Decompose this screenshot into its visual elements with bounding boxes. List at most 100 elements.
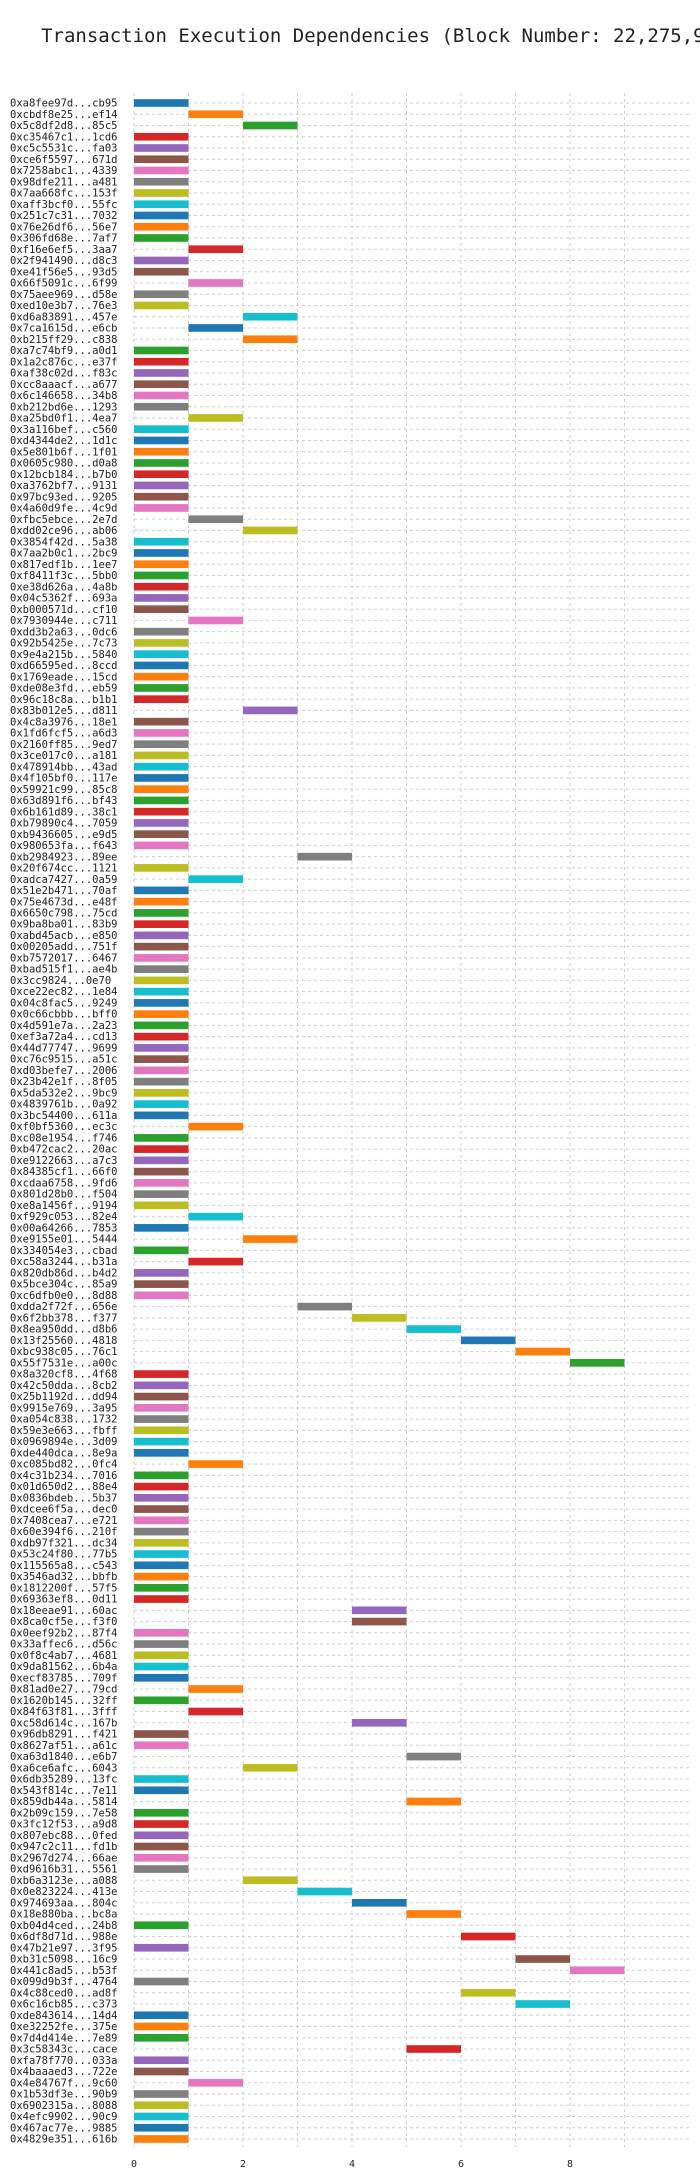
transaction-bar — [243, 335, 298, 344]
transaction-bar — [243, 1876, 298, 1885]
transaction-bar — [134, 1696, 189, 1705]
y-tick-labels: 0xa8fee97d...cb950xcbdf8e25...ef140x5c8d… — [10, 98, 117, 2146]
tx-hash-label: 0xf16e6ef5...3aa7 — [10, 244, 117, 256]
transaction-bar — [352, 1718, 407, 1727]
tx-hash-label: 0xe32252fe...375e — [10, 2021, 117, 2033]
tx-hash-label: 0xde440dca...8e9a — [10, 1447, 117, 1459]
tx-hash-label: 0x84f63f81...3fff — [10, 1706, 117, 1718]
tx-hash-label: 0xfbc5ebce...2e7d — [10, 514, 117, 526]
transaction-bar — [134, 1066, 189, 1075]
transaction-bar — [134, 1055, 189, 1063]
gridlines — [133, 93, 690, 2147]
transaction-bar — [134, 234, 189, 242]
transaction-bar — [515, 2000, 570, 2008]
tx-hash-label: 0x33affec6...d56c — [10, 1639, 117, 1651]
transaction-bar — [134, 582, 189, 591]
tx-hash-label: 0x4839761b...0a92 — [10, 1099, 117, 1111]
tx-hash-label: 0x947c2c11...fd1b — [10, 1841, 117, 1853]
tx-hash-label: 0xce22ec82...1e84 — [10, 986, 117, 998]
transaction-bar — [134, 369, 189, 377]
tx-hash-label: 0xdda2f72f...656e — [10, 1301, 117, 1313]
tx-hash-label: 0x801d28b0...f504 — [10, 1189, 117, 1201]
transaction-bar — [134, 1775, 189, 1783]
tx-hash-label: 0xfa78f770...033a — [10, 2055, 117, 2067]
tx-hash-label: 0xed10e3b7...76e3 — [10, 300, 117, 312]
transaction-bar — [134, 931, 189, 940]
transaction-bar — [352, 1314, 407, 1322]
transaction-bar — [134, 954, 189, 962]
transaction-bar — [134, 999, 189, 1007]
transaction-bar — [243, 1763, 298, 1772]
transaction-bar — [134, 1032, 189, 1041]
transaction-bar — [188, 1122, 243, 1131]
transaction-bar — [134, 1853, 189, 1862]
transaction-bar — [134, 672, 189, 681]
transaction-bar — [134, 2067, 189, 2076]
transaction-bar — [134, 425, 189, 434]
transaction-bar — [134, 1583, 189, 1592]
tx-hash-label: 0x3c58343c...cace — [10, 2044, 117, 2056]
tx-hash-label: 0xdcee6f5a...dec0 — [10, 1504, 117, 1516]
transaction-bar — [134, 166, 189, 175]
tx-hash-label: 0xa63d1840...e6b7 — [10, 1751, 117, 1763]
tx-hash-label: 0x441c8ad5...b53f — [10, 1965, 117, 1977]
tx-hash-label: 0xa3762bf7...9131 — [10, 480, 117, 492]
tx-hash-label: 0x01d650d2...88e4 — [10, 1481, 117, 1493]
tx-hash-label: 0xb9436605...e9d5 — [10, 829, 117, 841]
tx-hash-label: 0x543f814c...7e11 — [10, 1785, 117, 1797]
transaction-bar — [134, 886, 189, 895]
transaction-bar — [134, 1505, 189, 1513]
transaction-bar — [134, 346, 189, 355]
tx-hash-label: 0x12bcb184...b7b0 — [10, 469, 117, 481]
tx-hash-label: 0x20f674cc...1121 — [10, 863, 117, 875]
transaction-bar — [134, 1291, 189, 1300]
tx-hash-label: 0xb215ff29...c838 — [10, 334, 117, 346]
tx-hash-label: 0x7408cea7...e721 — [10, 1515, 117, 1527]
transaction-bar — [134, 1437, 189, 1446]
transaction-bar — [134, 717, 189, 726]
transaction-bar — [134, 1269, 189, 1277]
transaction-bar — [134, 1741, 189, 1750]
transaction-bar — [134, 549, 189, 557]
x-tick-label: 8 — [567, 2159, 573, 2170]
tx-hash-label: 0x44d77747...9699 — [10, 1042, 117, 1054]
transaction-bar — [134, 1246, 189, 1255]
tx-hash-label: 0x3ce017c0...a181 — [10, 750, 117, 762]
transaction-bar — [134, 1572, 189, 1581]
tx-hash-label: 0x4c88ced0...ad8f — [10, 1987, 117, 1999]
tx-hash-label: 0x1fd6fcf5...a6d3 — [10, 728, 117, 740]
transaction-bar — [134, 1415, 189, 1423]
transaction-bar — [188, 279, 243, 287]
transaction-bar — [134, 729, 189, 737]
tx-hash-label: 0x6db35289...13fc — [10, 1774, 117, 1786]
transaction-bar — [134, 909, 189, 917]
tx-hash-label: 0xe41f56e5...93d5 — [10, 266, 117, 278]
tx-hash-label: 0x1769eade...15cd — [10, 671, 117, 683]
tx-hash-label: 0xc6dfb0e0...8d88 — [10, 1290, 117, 1302]
tx-hash-label: 0xef3a72a4...cd13 — [10, 1031, 117, 1043]
transaction-bar — [243, 121, 298, 130]
tx-hash-label: 0x47b21e97...3f95 — [10, 1942, 117, 1954]
transaction-bar — [134, 402, 189, 411]
transaction-bar — [188, 616, 243, 625]
tx-hash-label: 0x0836bdeb...5b37 — [10, 1492, 117, 1504]
tx-hash-label: 0x8a320cf8...4f68 — [10, 1369, 117, 1381]
tx-hash-label: 0x2160ff85...9ed7 — [10, 739, 117, 751]
transaction-bar — [134, 200, 189, 209]
transaction-bar — [188, 245, 243, 254]
transaction-bar — [134, 470, 189, 479]
tx-hash-label: 0x51e2b471...70af — [10, 885, 117, 897]
tx-hash-label: 0x1b53df3e...90b9 — [10, 2089, 117, 2101]
transaction-bar — [134, 807, 189, 816]
tx-hash-label: 0x7aa2b0c1...2bc9 — [10, 548, 117, 560]
tx-hash-label: 0xde08e3fd...eb59 — [10, 683, 117, 695]
tx-hash-label: 0xd66595ed...8ccd — [10, 660, 117, 672]
x-tick-label: 0 — [131, 2159, 137, 2170]
tx-hash-label: 0xadca7427...0a59 — [10, 874, 117, 886]
tx-hash-label: 0x75aee969...d58e — [10, 289, 117, 301]
tx-hash-label: 0x98dfe211...a481 — [10, 176, 117, 188]
tx-hash-label: 0x820db86d...b4d2 — [10, 1267, 117, 1279]
tx-hash-label: 0x3bc54400...611a — [10, 1110, 117, 1122]
transaction-bar — [188, 1707, 243, 1716]
transaction-bar — [134, 1077, 189, 1086]
